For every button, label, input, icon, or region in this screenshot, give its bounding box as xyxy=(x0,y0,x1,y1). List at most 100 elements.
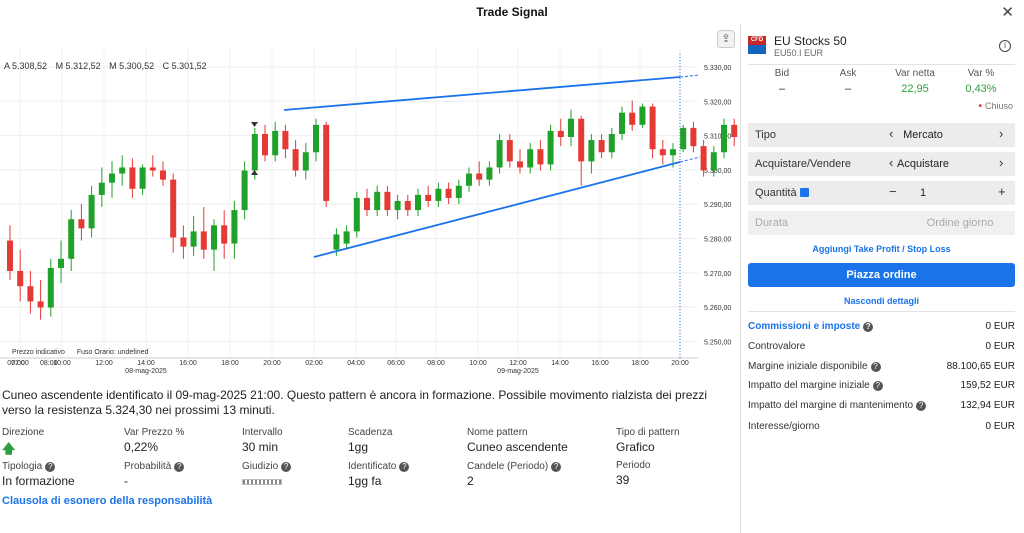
net-change-label: Var netta xyxy=(895,68,935,79)
help-icon[interactable]: ? xyxy=(281,462,292,472)
help-icon[interactable]: ? xyxy=(870,362,881,372)
summary-value: 132,94 EUR xyxy=(960,400,1015,411)
place-order-button[interactable]: Piazza ordine xyxy=(748,263,1015,287)
rating-bar xyxy=(242,479,282,485)
quantity-label: Quantità xyxy=(755,187,809,199)
candle-body xyxy=(455,185,462,198)
chevron-right-icon[interactable]: › xyxy=(999,126,1004,141)
ohlc-low: M 5.300,52 xyxy=(109,61,155,71)
wedge-lower-line xyxy=(313,161,681,258)
candle-body xyxy=(649,106,656,150)
order-type-field[interactable]: Tipo ‹ Mercato › xyxy=(748,123,1015,147)
help-icon[interactable]: ? xyxy=(916,401,927,411)
detail-label: Var Prezzo % xyxy=(124,427,185,438)
quantity-value[interactable]: 1 xyxy=(919,187,927,199)
y-tick-label: 5.260,00 xyxy=(704,305,731,312)
increase-button[interactable]: + xyxy=(998,184,1006,199)
candle-body xyxy=(629,112,636,125)
decrease-button[interactable]: − xyxy=(889,184,897,199)
order-side-field[interactable]: Acquistare/Vendere ‹ Acquistare › xyxy=(748,152,1015,176)
candle-body xyxy=(598,140,605,153)
order-side-value: Acquistare xyxy=(897,158,949,170)
x-tick-label: 06:00 xyxy=(387,360,405,367)
summary-row: Interesse/giorno 0 EUR xyxy=(748,417,1015,437)
order-panel: CFD EU Stocks 50 EU50.I EUR i Bid Ask Va… xyxy=(740,24,1024,533)
detail-label: Scadenza xyxy=(348,427,393,438)
share-icon[interactable]: ⇪ xyxy=(717,30,735,48)
summary-label: Commissioni e imposte? xyxy=(748,321,874,332)
candle-body xyxy=(160,170,166,180)
candle-body xyxy=(27,286,34,302)
candle-body xyxy=(680,127,687,150)
y-tick-label: 5.320,00 xyxy=(704,99,731,106)
candle-body xyxy=(221,225,228,244)
candle-body xyxy=(466,173,472,186)
help-icon[interactable]: ? xyxy=(45,462,56,472)
candle-body xyxy=(302,152,309,171)
candle-body xyxy=(343,231,350,244)
help-icon[interactable]: ? xyxy=(872,381,883,391)
detail-value: 1gg fa xyxy=(348,474,382,488)
divider xyxy=(748,311,1015,312)
hide-details-link[interactable]: Nascondi dettagli xyxy=(843,296,919,306)
summary-value: 0 EUR xyxy=(985,321,1015,332)
marker-down-icon xyxy=(251,122,258,127)
summary-row: Commissioni e imposte? 0 EUR xyxy=(748,317,1015,337)
candle-body xyxy=(190,231,197,247)
candle-body xyxy=(721,124,727,153)
chevron-right-icon[interactable]: › xyxy=(999,155,1004,170)
chart-note-timezone: Fuso Orario: undefined xyxy=(76,349,149,356)
detail-4: Nome pattern Cuneo ascendente xyxy=(467,427,568,454)
chart-note-price: Prezzo indicativo xyxy=(12,349,65,356)
chevron-left-icon[interactable]: ‹ xyxy=(889,155,894,170)
detail-label: Nome pattern xyxy=(467,427,528,438)
help-icon[interactable]: ? xyxy=(174,462,185,472)
candle-body xyxy=(496,140,503,168)
x-tick-label: 07:00 xyxy=(11,360,29,367)
quantity-stepper[interactable]: Quantità − 1 + xyxy=(748,181,1015,205)
candle-body xyxy=(364,197,370,211)
candle-body xyxy=(588,140,595,162)
add-tp-sl-link[interactable]: Aggiungi Take Profit / Stop Loss xyxy=(812,244,951,254)
candle-body xyxy=(690,127,697,147)
detail-0: Direzione 🡅 xyxy=(2,427,44,462)
candle-body xyxy=(139,167,146,189)
candle-body xyxy=(486,167,493,180)
x-tick-label: 07:00 xyxy=(7,360,25,367)
x-tick-label: 16:00 xyxy=(179,360,197,367)
close-icon[interactable]: ✕ xyxy=(1001,4,1014,21)
window-title: Trade Signal xyxy=(476,5,548,19)
x-tick-label: 08:00 xyxy=(40,360,58,367)
pct-change-label: Var % xyxy=(967,68,995,79)
signal-description: Cuneo ascendente identificato il 09-mag-… xyxy=(2,388,708,417)
candle-body xyxy=(231,210,238,244)
x-tick-label: 08:00 xyxy=(427,360,445,367)
ohlc-high: M 5.312,52 xyxy=(55,61,101,71)
bid-value: – xyxy=(778,83,786,95)
help-icon[interactable]: ? xyxy=(863,322,874,332)
divider xyxy=(748,64,1015,65)
candle-body xyxy=(578,118,585,162)
candle-body xyxy=(119,167,126,174)
detail-label: Direzione xyxy=(2,427,45,438)
candle-body xyxy=(435,188,442,201)
y-tick-label: 5.310,00 xyxy=(704,134,731,141)
candle-body xyxy=(68,219,75,259)
candle-body xyxy=(262,133,268,156)
help-icon[interactable]: ? xyxy=(399,462,410,472)
candle-body xyxy=(568,118,574,138)
signal-panel: 5.330,00 5.320,00 5.310,00 5.300,00 5.290,00… xyxy=(0,24,740,533)
detail-7: Probabilità? - xyxy=(124,460,185,488)
detail-label: Giudizio xyxy=(242,461,279,472)
candle-body xyxy=(333,234,340,250)
help-icon[interactable]: ? xyxy=(551,462,562,472)
candle-body xyxy=(251,133,258,171)
detail-5: Tipo di pattern Grafico xyxy=(616,427,680,454)
detail-2: Intervallo 30 min xyxy=(242,427,283,454)
disclaimer-link[interactable]: Clausola di esonero della responsabilità xyxy=(2,495,213,507)
detail-label: Identificato xyxy=(348,461,397,472)
info-icon[interactable]: i xyxy=(999,40,1011,52)
detail-value: 2 xyxy=(467,474,474,488)
y-tick-label: 5.330,00 xyxy=(704,65,731,72)
chevron-left-icon[interactable]: ‹ xyxy=(889,126,894,141)
